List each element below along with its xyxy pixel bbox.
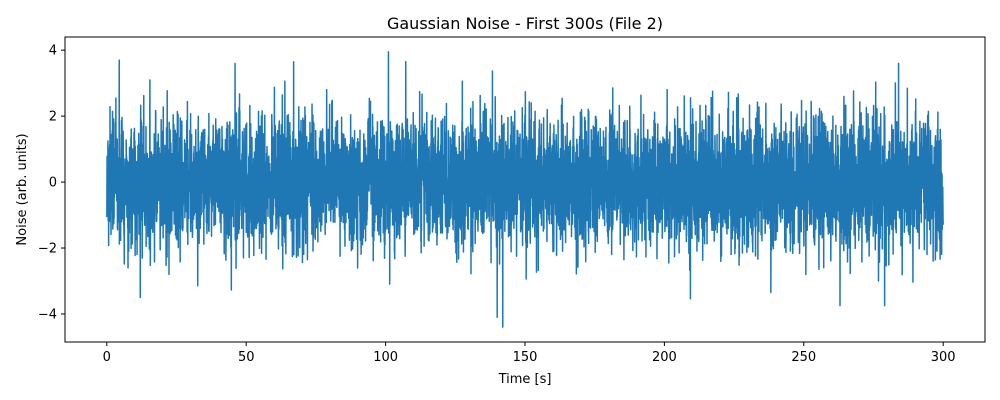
- y-tick-label: 4: [49, 44, 57, 59]
- x-tick-label: 250: [791, 350, 816, 365]
- y-tick-label: 2: [49, 110, 57, 125]
- x-tick-label: 150: [513, 350, 538, 365]
- chart-title: Gaussian Noise - First 300s (File 2): [387, 14, 663, 33]
- x-tick-label: 0: [103, 350, 111, 365]
- y-tick-label: −4: [38, 307, 57, 322]
- y-axis: −4 −2 0 2 4: [38, 44, 65, 322]
- y-axis-title: Noise (arb. units): [15, 133, 30, 245]
- x-tick-label: 50: [238, 350, 255, 365]
- y-tick-label: −2: [38, 242, 57, 257]
- x-tick-label: 200: [652, 350, 677, 365]
- y-tick-label: 0: [49, 176, 57, 191]
- x-axis: 0 50 100 150 200 250 300: [103, 342, 956, 365]
- series-line-noise: [106, 51, 944, 328]
- x-tick-label: 100: [373, 350, 398, 365]
- x-axis-title: Time [s]: [498, 372, 552, 387]
- x-tick-label: 300: [931, 350, 956, 365]
